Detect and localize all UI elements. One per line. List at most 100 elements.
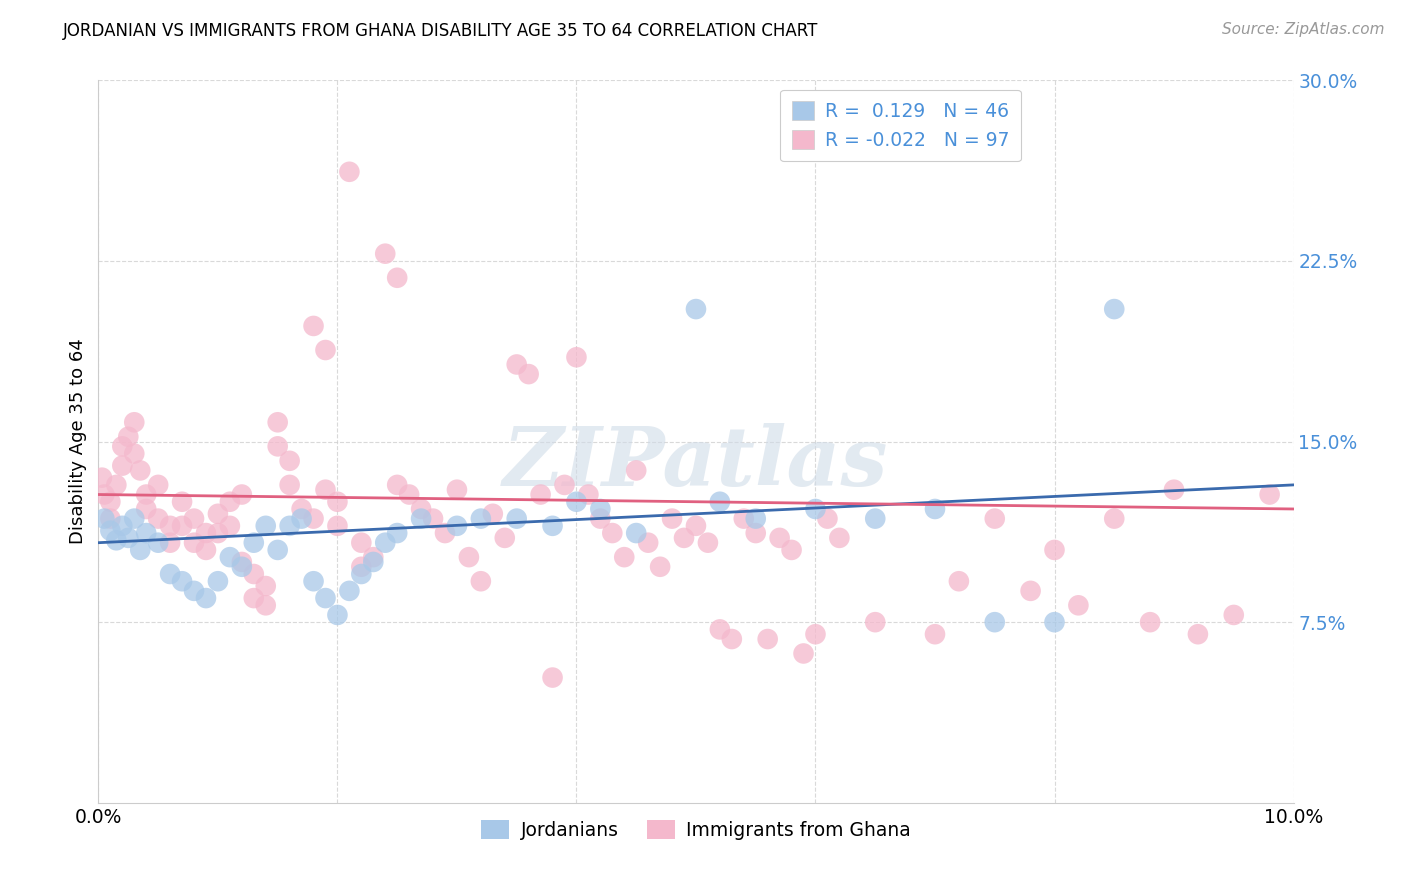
Point [517,367,540,381]
Point [291,502,314,516]
Point [385,526,409,541]
Legend: Jordanians, Immigrants from Ghana: Jordanians, Immigrants from Ghana [474,813,918,847]
Point [135,487,157,501]
Point [339,583,361,598]
Point [541,518,564,533]
Point [1043,615,1066,630]
Point [541,671,564,685]
Point [626,526,648,541]
Point [1019,583,1042,598]
Point [733,511,755,525]
Point [756,632,779,646]
Point [458,550,481,565]
Point [219,550,242,565]
Point [769,531,792,545]
Point [793,647,815,661]
Point [267,542,290,557]
Point [207,574,229,589]
Point [350,567,373,582]
Point [422,511,444,525]
Point [578,487,600,501]
Point [124,415,146,429]
Point [183,511,205,525]
Point [554,478,576,492]
Point [1104,301,1126,317]
Point [302,574,325,589]
Point [207,526,229,541]
Point [374,535,396,549]
Point [159,567,181,582]
Point [326,518,349,533]
Point [685,518,707,533]
Point [948,574,970,589]
Point [363,550,385,565]
Point [721,632,744,646]
Point [709,494,731,508]
Point [98,494,122,508]
Point [482,507,505,521]
Point [291,511,314,525]
Point [172,574,194,589]
Point [148,511,170,525]
Point [780,542,803,557]
Point [363,555,385,569]
Point [98,524,122,538]
Point [984,615,1007,630]
Point [129,463,152,477]
Point [637,535,659,549]
Point [93,487,115,501]
Point [111,439,134,453]
Point [243,567,266,582]
Point [350,535,373,549]
Point [350,559,373,574]
Point [815,511,838,525]
Point [1223,607,1246,622]
Point [745,511,768,525]
Point [183,583,205,598]
Point [398,487,420,501]
Point [254,579,277,593]
Point [745,526,768,541]
Point [1104,511,1126,525]
Point [924,627,946,641]
Point [91,470,114,484]
Point [626,463,648,477]
Point [865,511,887,525]
Point [530,487,553,501]
Point [1258,487,1281,501]
Point [111,518,134,533]
Point [865,615,887,630]
Point [124,446,146,460]
Point [172,494,194,508]
Point [105,533,128,548]
Point [506,358,529,372]
Point [278,478,301,492]
Point [339,165,361,179]
Point [148,478,170,492]
Point [709,623,731,637]
Point [135,502,157,516]
Point [804,627,827,641]
Point [207,507,229,521]
Point [159,535,181,549]
Point [243,591,266,605]
Point [195,526,218,541]
Point [278,454,301,468]
Point [183,535,205,549]
Point [924,502,946,516]
Point [105,478,128,492]
Point [135,526,157,541]
Point [148,535,170,549]
Point [326,607,349,622]
Point [172,518,194,533]
Point [506,511,529,525]
Point [984,511,1007,525]
Point [565,494,588,508]
Point [589,511,612,525]
Point [685,301,707,317]
Point [673,531,696,545]
Point [231,487,253,501]
Point [98,511,122,525]
Point [589,502,612,516]
Point [494,531,516,545]
